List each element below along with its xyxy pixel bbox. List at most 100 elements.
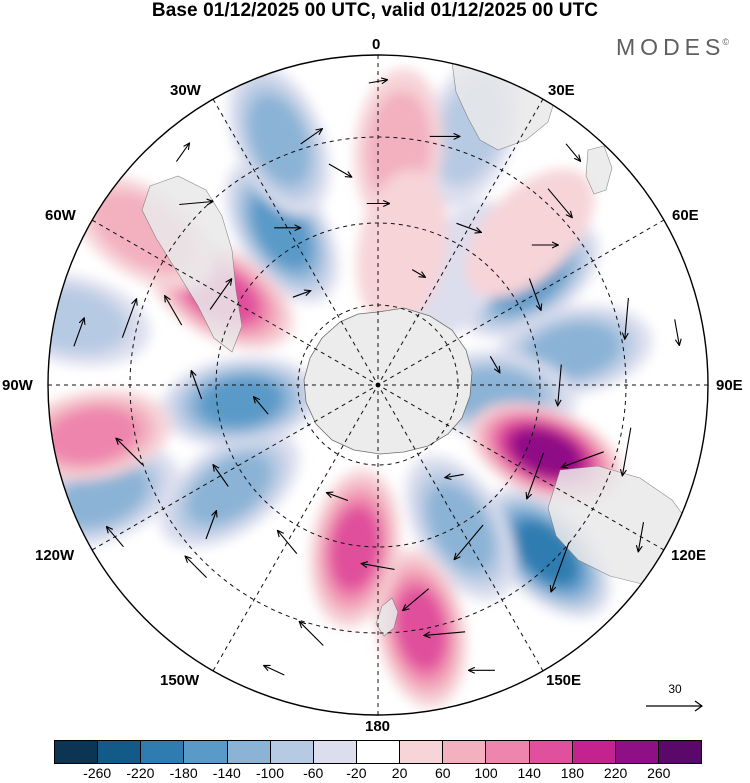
wind-vector <box>121 299 136 338</box>
wind-vector <box>107 527 124 548</box>
lon-label-180: 180 <box>365 718 391 735</box>
colorbar-tick-label: -220 <box>126 765 155 781</box>
wind-vector <box>300 129 322 145</box>
wind-vector <box>278 531 298 554</box>
lon-label-150e: 150E <box>546 672 582 689</box>
wind-vectors <box>73 80 680 676</box>
reference-vector: 30 <box>646 682 704 714</box>
wind-vector <box>527 452 545 499</box>
colorbar-swatch <box>486 741 530 763</box>
wind-vector <box>558 364 562 406</box>
positive-anomaly-contour <box>48 407 140 464</box>
negative-anomaly-contour <box>187 453 272 525</box>
wind-vector <box>191 371 203 400</box>
wind-vector <box>403 588 430 611</box>
lon-label-30w: 30W <box>170 82 201 99</box>
lon-label-0: 0 <box>372 36 381 53</box>
colorbar-tick-label: -20 <box>346 765 367 781</box>
wind-vector <box>424 631 466 636</box>
positive-anomaly-contour <box>356 169 448 328</box>
wind-vector <box>489 356 499 372</box>
colorbar-swatch <box>615 741 659 763</box>
colorbar-tick-label: -100 <box>255 765 285 781</box>
lon-label-60w: 60W <box>45 207 76 224</box>
colorbar-tick-label: -260 <box>83 765 112 781</box>
wind-vector <box>368 80 387 83</box>
negative-anomaly-contour <box>525 322 621 379</box>
wind-vector <box>454 524 484 559</box>
lon-label-90w: 90W <box>2 377 33 394</box>
colorbar-swatch <box>98 741 142 763</box>
wind-vector <box>362 564 395 570</box>
positive-anomaly-contour <box>330 506 380 591</box>
wind-vector <box>209 279 231 310</box>
colorbar-swatch <box>227 741 271 763</box>
wind-vector <box>175 143 189 162</box>
colorbar-tick-label: 100 <box>474 765 498 781</box>
reference-vector-label: 30 <box>668 682 682 696</box>
wind-vector <box>622 427 632 476</box>
wind-vector <box>551 542 570 592</box>
wind-vector <box>411 269 425 278</box>
colorbar-swatch <box>356 741 401 763</box>
wind-vector <box>674 319 680 345</box>
polar-map <box>47 54 709 716</box>
colorbar-tick-label: -60 <box>303 765 324 781</box>
reference-vector-arrow <box>646 700 704 712</box>
wind-vector <box>547 188 572 218</box>
colorbar-swatch <box>529 741 573 763</box>
colorbar-swatch <box>658 741 702 763</box>
colorbar-tick-label: 220 <box>603 765 628 781</box>
negative-anomaly-contour <box>198 377 283 427</box>
wind-vector <box>185 556 207 578</box>
lon-label-120e: 120E <box>671 547 707 564</box>
south-pole-marker <box>375 382 381 388</box>
wind-vector <box>328 163 352 177</box>
wind-vector <box>638 522 645 551</box>
colorbar-tick-label: 20 <box>391 765 408 781</box>
wind-vector <box>254 397 269 415</box>
map-title: Base 01/12/2025 00 UTC, valid 01/12/2025… <box>151 0 599 21</box>
modes-logo-text: MODES <box>616 34 726 60</box>
lon-label-150w: 150W <box>160 672 200 689</box>
colorbar-tick-label: 180 <box>560 765 585 781</box>
antarctica-landmass <box>303 307 473 455</box>
colorbar-tick-label: 140 <box>517 765 541 781</box>
wind-vector <box>73 318 84 347</box>
negative-anomaly-contour <box>426 484 495 572</box>
colorbar <box>54 740 702 764</box>
lon-label-120w: 120W <box>35 547 75 564</box>
wind-vector <box>205 511 216 540</box>
colorbar-swatch <box>270 741 314 763</box>
colorbar-tick-label: 260 <box>647 765 671 781</box>
wind-vector <box>116 438 143 466</box>
colorbar-ticks: -260 -220 -180 -140 -100 -60 -20 20 60 100 140 180 2… <box>54 764 702 783</box>
colorbar-swatch <box>141 741 185 763</box>
colorbar-swatch <box>313 741 357 763</box>
lon-label-60e: 60E <box>672 207 699 224</box>
colorbar-tick-label: 60 <box>435 765 451 781</box>
positive-anomaly-contour <box>465 168 595 298</box>
wind-vector <box>292 291 311 298</box>
colorbar-tick-label: -140 <box>212 765 241 781</box>
negative-anomaly-contour <box>48 285 129 354</box>
wind-vector <box>562 451 604 467</box>
wind-vector <box>179 202 212 205</box>
south-america-land <box>141 175 243 353</box>
wind-vector <box>327 493 349 502</box>
colorbar-swatch <box>443 741 487 763</box>
map-boundary <box>47 54 709 716</box>
madagascar-land <box>585 145 613 195</box>
colorbar-swatch <box>572 741 616 763</box>
new-zealand-land <box>375 597 399 637</box>
wind-vector <box>165 296 183 326</box>
wind-vector <box>264 666 285 676</box>
lon-label-90e: 90E <box>716 377 743 394</box>
wind-vector <box>213 465 229 487</box>
wind-vector <box>528 278 541 311</box>
wind-vector <box>445 474 464 477</box>
colorbar-swatch <box>184 741 228 763</box>
wind-vector <box>456 222 482 232</box>
lon-label-30e: 30E <box>548 82 575 99</box>
colorbar-swatch <box>55 741 99 763</box>
